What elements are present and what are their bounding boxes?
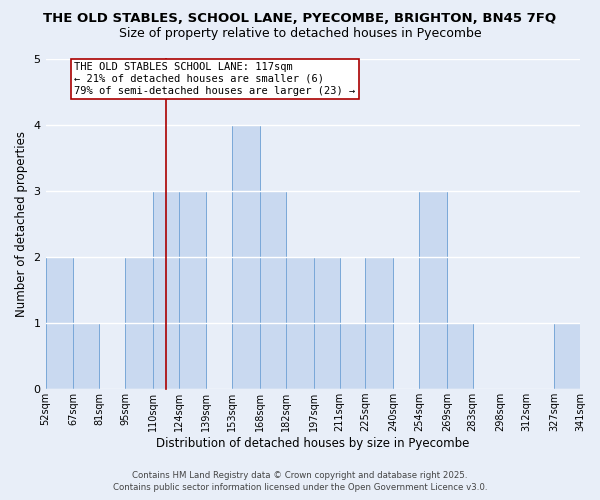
Bar [260,191,286,389]
Bar [365,257,393,389]
Bar [73,323,99,389]
Text: Contains HM Land Registry data © Crown copyright and database right 2025.
Contai: Contains HM Land Registry data © Crown c… [113,471,487,492]
Bar [340,323,365,389]
Text: Size of property relative to detached houses in Pyecombe: Size of property relative to detached ho… [119,28,481,40]
Bar [447,323,473,389]
Bar [153,191,179,389]
Bar [179,191,206,389]
Bar [554,323,580,389]
Y-axis label: Number of detached properties: Number of detached properties [15,131,28,317]
Bar [419,191,447,389]
Text: THE OLD STABLES, SCHOOL LANE, PYECOMBE, BRIGHTON, BN45 7FQ: THE OLD STABLES, SCHOOL LANE, PYECOMBE, … [43,12,557,26]
Bar [314,257,340,389]
X-axis label: Distribution of detached houses by size in Pyecombe: Distribution of detached houses by size … [156,437,469,450]
Bar [125,257,153,389]
Bar [286,257,314,389]
Text: THE OLD STABLES SCHOOL LANE: 117sqm
← 21% of detached houses are smaller (6)
79%: THE OLD STABLES SCHOOL LANE: 117sqm ← 21… [74,62,355,96]
Bar [46,257,73,389]
Bar [232,125,260,389]
